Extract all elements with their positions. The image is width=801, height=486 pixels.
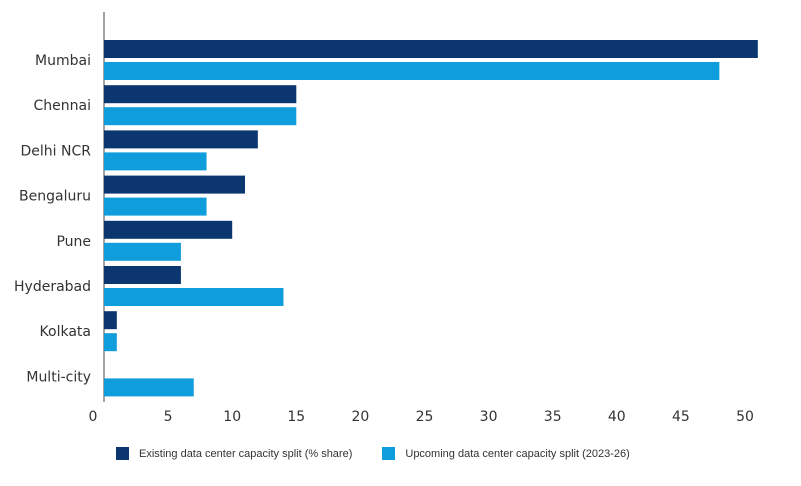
x-tick-label: 50: [736, 409, 754, 425]
category-labels: Mumbai Chennai Delhi NCR Bengaluru Pune Hyder…: [14, 53, 91, 385]
x-tick-label: 25: [416, 409, 434, 425]
bar-existing-hyderabad: [104, 266, 181, 284]
x-tick-label: 10: [223, 409, 241, 425]
bar-upcoming-chennai: [104, 107, 297, 126]
category-label: Pune: [56, 234, 91, 250]
bar-existing-kolkata: [104, 311, 117, 330]
category-label: Bengaluru: [19, 189, 91, 205]
bar-upcoming-pune: [104, 242, 181, 261]
legend-item-upcoming: Upcoming data center capacity split (202…: [382, 447, 630, 460]
x-tick-label: 45: [672, 409, 690, 425]
bar-chart: Mumbai Chennai Delhi NCR Bengaluru Pune Hyder…: [14, 12, 758, 425]
bar-existing-bengaluru: [104, 175, 246, 194]
bar-upcoming-mumbai: [104, 62, 720, 80]
bar-upcoming-delhi-ncr: [104, 152, 207, 171]
bar-upcoming-multi-city: [104, 378, 194, 397]
x-tick-label: 5: [164, 409, 173, 425]
legend-swatch-existing: [116, 447, 129, 460]
x-tick-label: 40: [608, 409, 626, 425]
bar-existing-delhi-ncr: [104, 130, 258, 149]
category-label: Mumbai: [35, 53, 91, 69]
category-label: Hyderabad: [14, 279, 91, 295]
x-tick-label: 20: [351, 409, 369, 425]
bar-existing-mumbai: [104, 40, 758, 58]
category-label: Kolkata: [40, 324, 91, 340]
legend-label-upcoming: Upcoming data center capacity split (202…: [405, 447, 630, 460]
legend-swatch-upcoming: [382, 447, 396, 460]
legend: Existing data center capacity split (% s…: [116, 447, 660, 460]
bar-upcoming-bengaluru: [104, 197, 207, 216]
legend-label-existing: Existing data center capacity split (% s…: [139, 447, 353, 460]
legend-item-existing: Existing data center capacity split (% s…: [116, 447, 352, 460]
x-tick-label: 35: [544, 409, 562, 425]
bar-existing-pune: [104, 220, 233, 239]
category-label: Chennai: [34, 98, 91, 114]
bar-upcoming-kolkata: [104, 333, 117, 352]
x-tick-label: 30: [480, 409, 498, 425]
x-tick-label: 0: [89, 409, 98, 425]
bars-group: [104, 40, 758, 397]
category-label: Delhi NCR: [21, 143, 92, 159]
x-tick-label: 15: [287, 409, 305, 425]
bar-existing-chennai: [104, 85, 297, 104]
bar-upcoming-hyderabad: [104, 288, 284, 306]
category-label: Multi-city: [26, 369, 91, 385]
x-tick-labels: 0 5 10 15 20 25 30 35 40 45 50: [89, 409, 754, 425]
